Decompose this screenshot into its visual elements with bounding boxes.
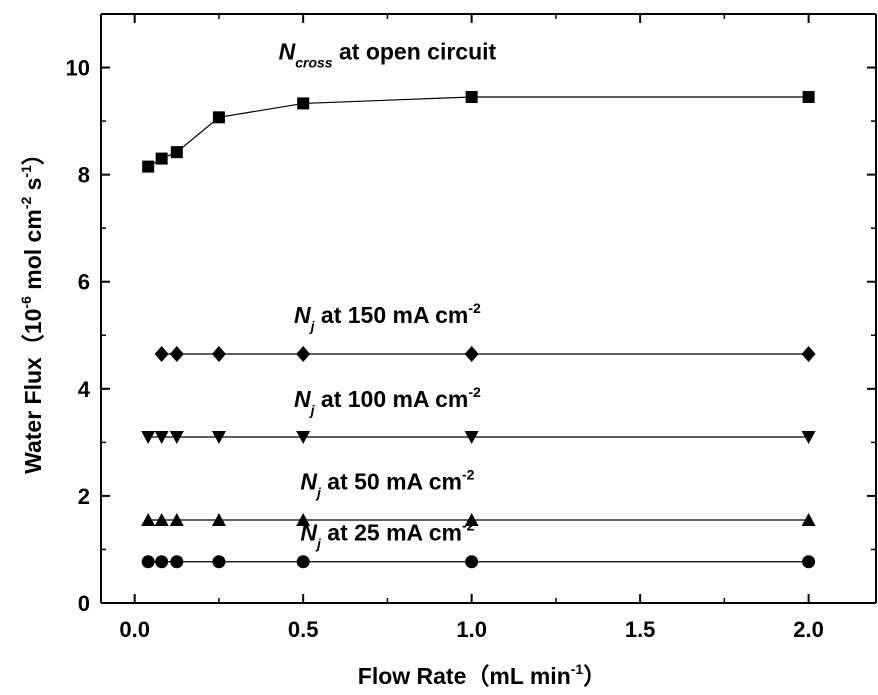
data-point-triangle-up: [169, 513, 184, 527]
data-point-triangle-up: [464, 513, 479, 527]
data-point-circle: [155, 555, 169, 569]
axis-ticks: [101, 14, 876, 604]
data-point-circle: [802, 555, 816, 569]
data-point-diamond: [211, 346, 226, 363]
data-point-circle: [141, 555, 155, 569]
data-point-square: [465, 90, 478, 103]
x-tick-label: 1.5: [625, 617, 656, 642]
data-point-triangle-up: [296, 513, 311, 527]
series-annotation: Ncross at open circuit: [279, 39, 497, 71]
data-point-square: [802, 90, 815, 103]
series-triangle-down: [141, 431, 816, 445]
data-point-triangle-down: [141, 431, 156, 445]
data-point-triangle-down: [296, 431, 311, 445]
x-tick-label: 2.0: [793, 617, 824, 642]
data-point-diamond: [801, 346, 816, 363]
data-point-square: [170, 146, 183, 159]
y-tick-label: 0: [78, 591, 90, 616]
data-point-triangle-up: [211, 513, 226, 527]
data-point-circle: [465, 555, 479, 569]
x-axis-title: Flow Rate（mL min-1）: [358, 661, 606, 689]
y-tick-label: 6: [78, 270, 90, 295]
series-circle: [141, 555, 816, 569]
data-point-square: [212, 111, 225, 124]
data-point-triangle-up: [141, 513, 156, 527]
y-tick-label: 2: [78, 484, 90, 509]
x-tick-label: 0.5: [288, 617, 319, 642]
data-point-circle: [170, 555, 184, 569]
x-tick-label: 1.0: [456, 617, 487, 642]
data-point-square: [297, 97, 310, 110]
data-point-circle: [212, 555, 226, 569]
data-point-triangle-up: [801, 513, 816, 527]
series-layer: [141, 90, 816, 569]
series-square: [142, 90, 815, 173]
y-tick-label: 4: [78, 377, 91, 402]
plot-frame: [100, 13, 877, 604]
data-point-triangle-down: [211, 431, 226, 445]
y-axis-title: Water Flux（10-6 mol cm-2 s-1）: [18, 142, 46, 474]
data-point-diamond: [464, 346, 479, 363]
x-tick-label: 0.0: [119, 617, 150, 642]
data-point-triangle-down: [801, 431, 816, 445]
y-tick-label: 10: [66, 56, 90, 81]
data-point-diamond: [154, 346, 169, 363]
data-point-circle: [296, 555, 310, 569]
data-point-diamond: [169, 346, 184, 363]
series-diamond: [154, 346, 816, 363]
data-point-triangle-down: [464, 431, 479, 445]
series-annotation: Nj at 25 mA cm-2: [300, 517, 474, 551]
data-point-square: [142, 160, 155, 173]
data-point-triangle-down: [169, 431, 184, 445]
series-triangle-up: [141, 513, 816, 527]
series-annotation: Nj at 100 mA cm-2: [294, 384, 481, 418]
series-annotation: Nj at 50 mA cm-2: [300, 466, 474, 500]
y-tick-label: 8: [78, 163, 90, 188]
data-point-diamond: [296, 346, 311, 363]
data-point-triangle-up: [154, 513, 169, 527]
tick-labels: 0.0 0.5 1.0 1.5 2.0 0 2 4 6 8 10: [66, 56, 824, 642]
series-annotation: Nj at 150 mA cm-2: [294, 300, 481, 334]
annotation-layer: Ncross at open circuit Nj at 150 mA cm-2 N…: [279, 39, 497, 552]
data-point-square: [155, 152, 168, 165]
series-line: [147, 96, 809, 168]
data-point-triangle-down: [154, 431, 169, 445]
